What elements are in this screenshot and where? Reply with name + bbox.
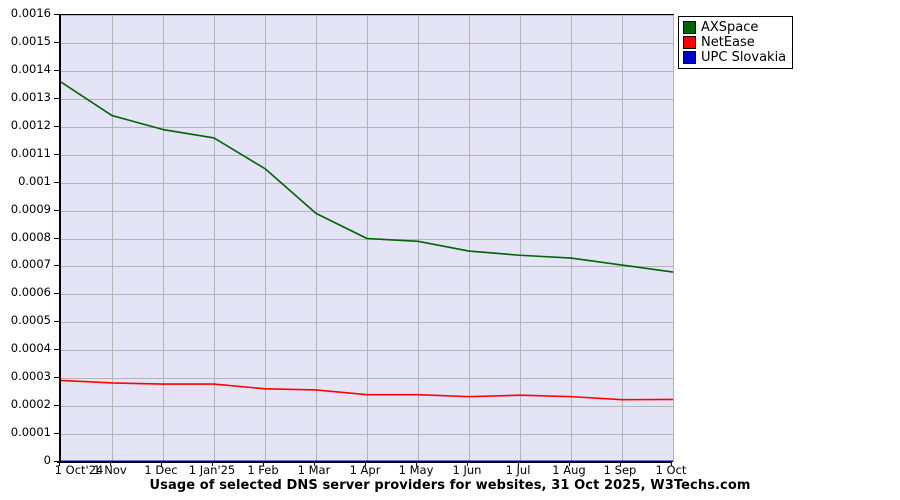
y-axis-tick-label: 0.0011 — [10, 145, 51, 160]
x-axis-tick-label: 1 Apr — [349, 463, 381, 477]
x-axis-tick-label: 1 Nov — [93, 463, 127, 477]
y-axis-tick-label: 0.0008 — [10, 229, 51, 244]
y-axis-tick-label: 0.0015 — [10, 33, 51, 48]
x-axis-tick-label: 1 Jun — [452, 463, 482, 477]
legend-color-swatch — [683, 21, 696, 34]
legend-item[interactable]: AXSpace — [683, 20, 786, 35]
y-axis-tick-label: 0.0004 — [10, 341, 51, 356]
y-axis-tick-label: 0.001 — [18, 173, 51, 188]
legend-item-label: AXSpace — [701, 19, 759, 35]
y-axis-tick-label: 0.0009 — [10, 201, 51, 216]
x-axis-tick-label: 1 Jan'25 — [188, 463, 236, 477]
chart-caption: Usage of selected DNS server providers f… — [149, 478, 751, 493]
x-axis-tick-label: 1 Aug — [552, 463, 586, 477]
legend-item-label: NetEase — [701, 34, 755, 50]
vertical-gridlines — [112, 15, 674, 462]
x-axis-tick-label: 1 Feb — [247, 463, 279, 477]
plot-canvas — [61, 15, 674, 462]
y-axis-tick-label: 0.0007 — [10, 257, 51, 272]
legend-color-swatch — [683, 36, 696, 49]
legend-item[interactable]: UPC Slovakia — [683, 50, 786, 65]
x-axis-tick-label: 1 Dec — [144, 463, 178, 477]
y-axis-tick-label: 0.0003 — [10, 369, 51, 384]
data-series-layer — [61, 81, 674, 462]
legend-item-label: UPC Slovakia — [701, 49, 787, 65]
series-line-netease — [61, 379, 674, 401]
legend-item[interactable]: NetEase — [683, 35, 786, 50]
y-axis-tick-label: 0.0013 — [10, 89, 51, 104]
y-axis-tick-label: 0 — [43, 453, 51, 467]
series-line-axspace — [61, 81, 674, 273]
plot-area — [59, 14, 674, 462]
y-axis-tick-label: 0.0014 — [10, 61, 51, 76]
y-axis-tick-label: 0.0012 — [10, 117, 51, 132]
x-axis-tick-label: 1 Mar — [297, 463, 331, 477]
y-axis-tick-label: 0.0005 — [10, 313, 51, 328]
chart-legend: AXSpace NetEase UPC Slovakia — [678, 16, 794, 69]
x-axis-tick-label: 1 Oct — [655, 463, 687, 477]
y-axis-tick-label: 0.0001 — [10, 425, 51, 440]
y-axis-tick-label: 0.0006 — [10, 285, 51, 300]
y-axis-tick-label: 0.0016 — [10, 6, 51, 20]
x-axis-tick-label: 1 Sep — [603, 463, 637, 477]
x-axis-tick-label: 1 Oct'24 — [54, 463, 104, 477]
x-axis-tick-label: 1 May — [398, 463, 434, 477]
x-axis-tick-label: 1 Jul — [505, 463, 531, 477]
y-axis-tick-label: 0.0002 — [10, 397, 51, 412]
legend-color-swatch — [683, 51, 696, 64]
